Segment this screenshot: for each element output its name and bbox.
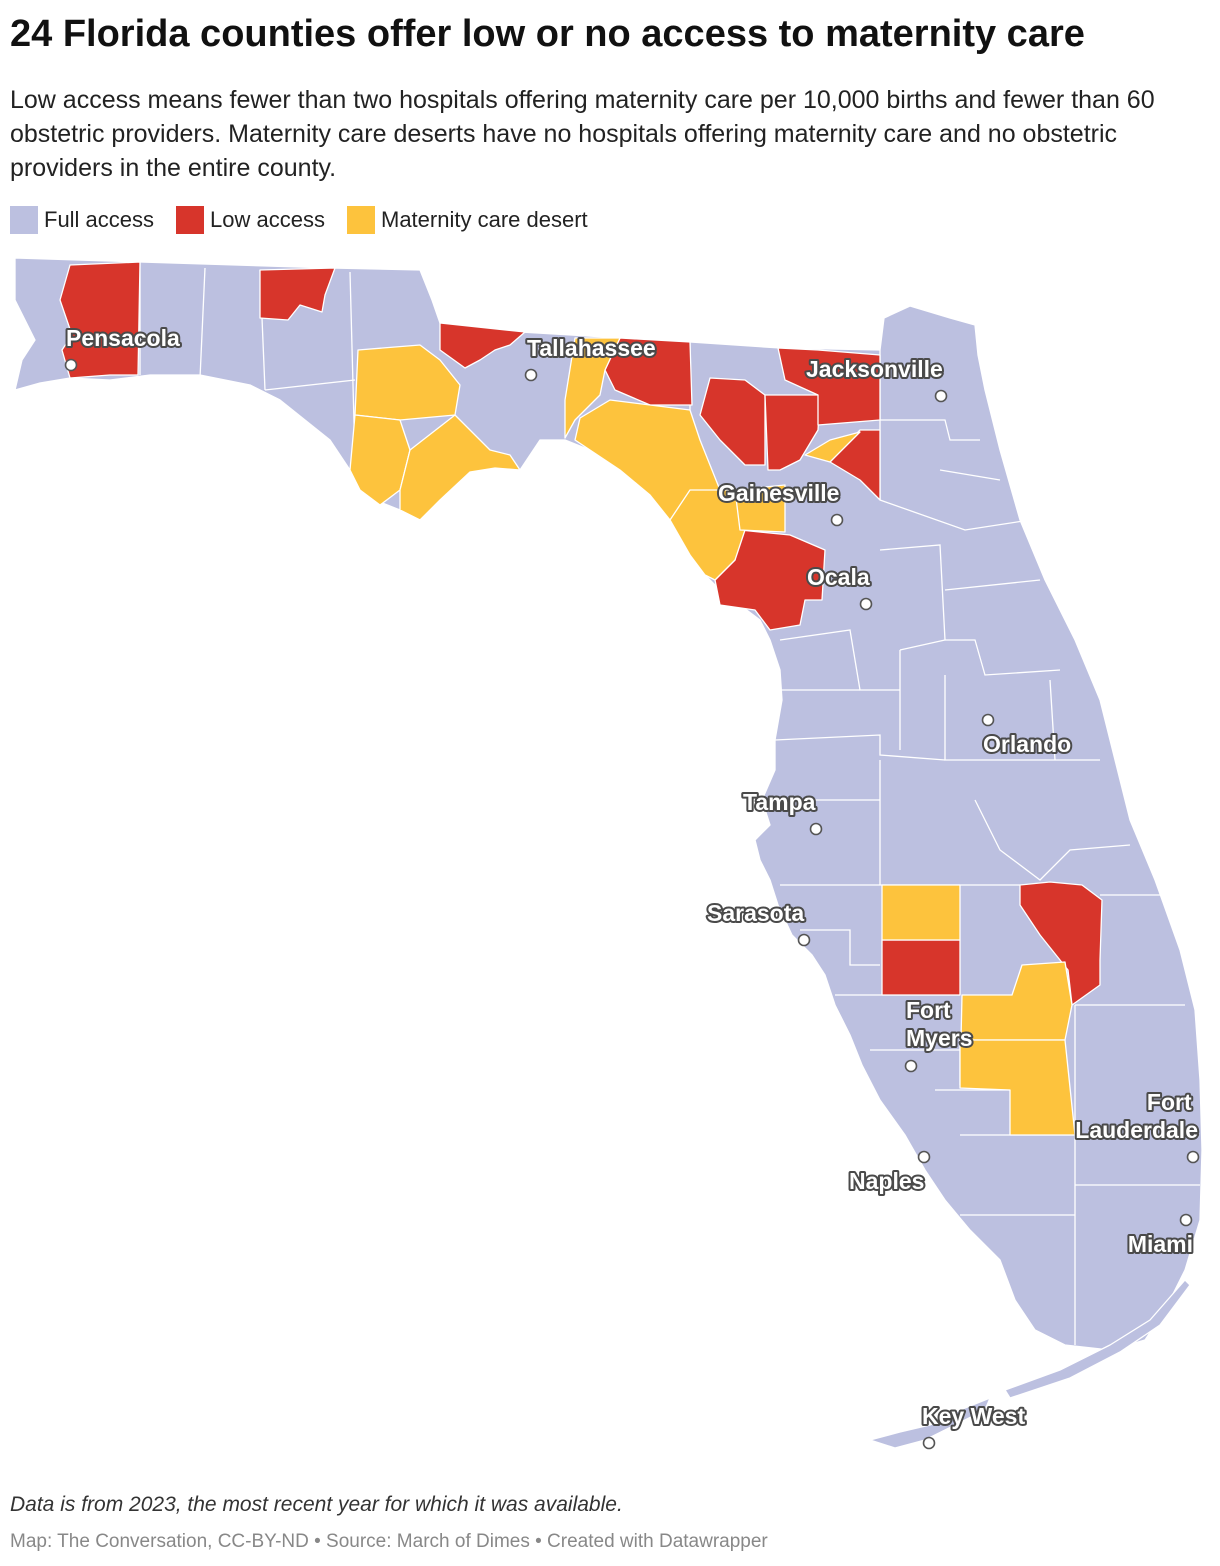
keys-chain bbox=[1004, 1279, 1191, 1399]
county-border bbox=[879, 499, 1031, 531]
city-label-ocala: Ocala bbox=[807, 564, 870, 590]
county-border bbox=[945, 639, 1061, 676]
city-dot-key-west bbox=[922, 1436, 936, 1450]
county-desert bbox=[399, 414, 521, 521]
county-low-access bbox=[59, 261, 141, 379]
county-border bbox=[1049, 679, 1056, 761]
city-label-fort-lauderdale-text-line2: Lauderdale bbox=[1075, 1117, 1198, 1143]
legend-item-low-access: Low access bbox=[176, 206, 325, 234]
county-borders bbox=[139, 262, 1200, 1345]
city-label-tallahassee: Tallahassee bbox=[527, 335, 656, 361]
county-desert bbox=[734, 484, 786, 533]
map-description: Low access means fewer than two hospital… bbox=[10, 86, 1155, 182]
county-border bbox=[944, 675, 1100, 761]
keys-island bbox=[869, 1397, 991, 1449]
city-label-pensacola: Pensacola bbox=[66, 325, 180, 351]
city-dot-jacksonville bbox=[934, 389, 948, 403]
county-border bbox=[264, 379, 356, 391]
county-border bbox=[944, 579, 1041, 591]
legend-item-full-access: Full access bbox=[10, 206, 154, 234]
county-desert bbox=[959, 1039, 1076, 1136]
city-label-gainesville: Gainesville bbox=[718, 480, 839, 506]
legend-label-low-access: Low access bbox=[210, 207, 325, 232]
map-title: 24 Florida counties offer low or no acce… bbox=[10, 13, 1085, 55]
legend-label-full-access: Full access bbox=[44, 207, 155, 232]
county-border bbox=[774, 734, 946, 761]
county-low-access bbox=[439, 322, 526, 369]
city-dot-naples bbox=[917, 1150, 931, 1164]
legend-item-desert: Maternity care desert bbox=[347, 206, 588, 234]
city-label-miami: Miami bbox=[1128, 1231, 1193, 1257]
footer-note: Data is from 2023, the most recent year … bbox=[10, 1493, 623, 1516]
county-desert bbox=[349, 414, 411, 506]
city-label-orlando: Orlando bbox=[983, 731, 1071, 757]
city-label-key-west: Key West bbox=[922, 1403, 1025, 1429]
county-desert bbox=[881, 884, 961, 941]
low-access-counties bbox=[59, 261, 1103, 1006]
city-label-sarasota: Sarasota bbox=[707, 900, 804, 926]
county-border bbox=[800, 929, 880, 966]
legend-swatch-desert bbox=[347, 206, 375, 234]
county-low-access bbox=[699, 377, 766, 466]
city-dot-tampa bbox=[809, 822, 823, 836]
legend-swatch-low-access bbox=[176, 206, 205, 234]
city-dot-orlando bbox=[981, 713, 995, 727]
county-border bbox=[779, 629, 900, 691]
city-dot-miami bbox=[1179, 1213, 1193, 1227]
city-label-fort-myers-text: Fort bbox=[906, 997, 951, 1023]
city-label-fort-myers-text-line2: Myers bbox=[906, 1025, 972, 1051]
city-label-tampa: Tampa bbox=[743, 789, 816, 815]
city-label-fort-lauderdale: Fort Lauderdale bbox=[1075, 1089, 1198, 1143]
legend-swatch-full-access bbox=[10, 206, 38, 234]
city-dot-fort-myers bbox=[904, 1059, 918, 1073]
legend-label-desert: Maternity care desert bbox=[381, 207, 588, 232]
county-desert bbox=[804, 431, 861, 463]
city-markers: Pensacola Tallahassee Jacksonville Gaine… bbox=[64, 323, 1200, 1450]
county-border bbox=[880, 419, 980, 441]
legend: Full access Low access Maternity care de… bbox=[10, 206, 610, 234]
county-border bbox=[939, 469, 1001, 481]
city-dot-tallahassee bbox=[524, 368, 538, 382]
county-border bbox=[879, 544, 946, 651]
city-label-fort-myers: Fort Myers bbox=[906, 997, 972, 1051]
county-border bbox=[974, 799, 1131, 881]
county-low-access bbox=[777, 347, 881, 426]
city-label-fort-lauderdale-text: Fort bbox=[1147, 1089, 1192, 1115]
county-desert bbox=[564, 337, 621, 439]
city-label-naples: Naples bbox=[849, 1168, 924, 1194]
city-dot-pensacola bbox=[64, 358, 78, 372]
desert-counties bbox=[349, 337, 1076, 1136]
city-dot-gainesville bbox=[830, 513, 844, 527]
florida-county-map: Pensacola Tallahassee Jacksonville Gaine… bbox=[14, 257, 1203, 1450]
city-label-jacksonville: Jacksonville bbox=[806, 356, 943, 382]
city-dot-ocala bbox=[859, 597, 873, 611]
city-dot-fort-lauderdale bbox=[1186, 1150, 1200, 1164]
city-dot-sarasota bbox=[797, 933, 811, 947]
county-low-access bbox=[259, 267, 336, 321]
county-low-access bbox=[881, 939, 961, 996]
county-low-access bbox=[1019, 881, 1103, 1006]
county-border bbox=[199, 267, 206, 379]
footer-credit: Map: The Conversation, CC-BY-ND • Source… bbox=[10, 1531, 768, 1552]
